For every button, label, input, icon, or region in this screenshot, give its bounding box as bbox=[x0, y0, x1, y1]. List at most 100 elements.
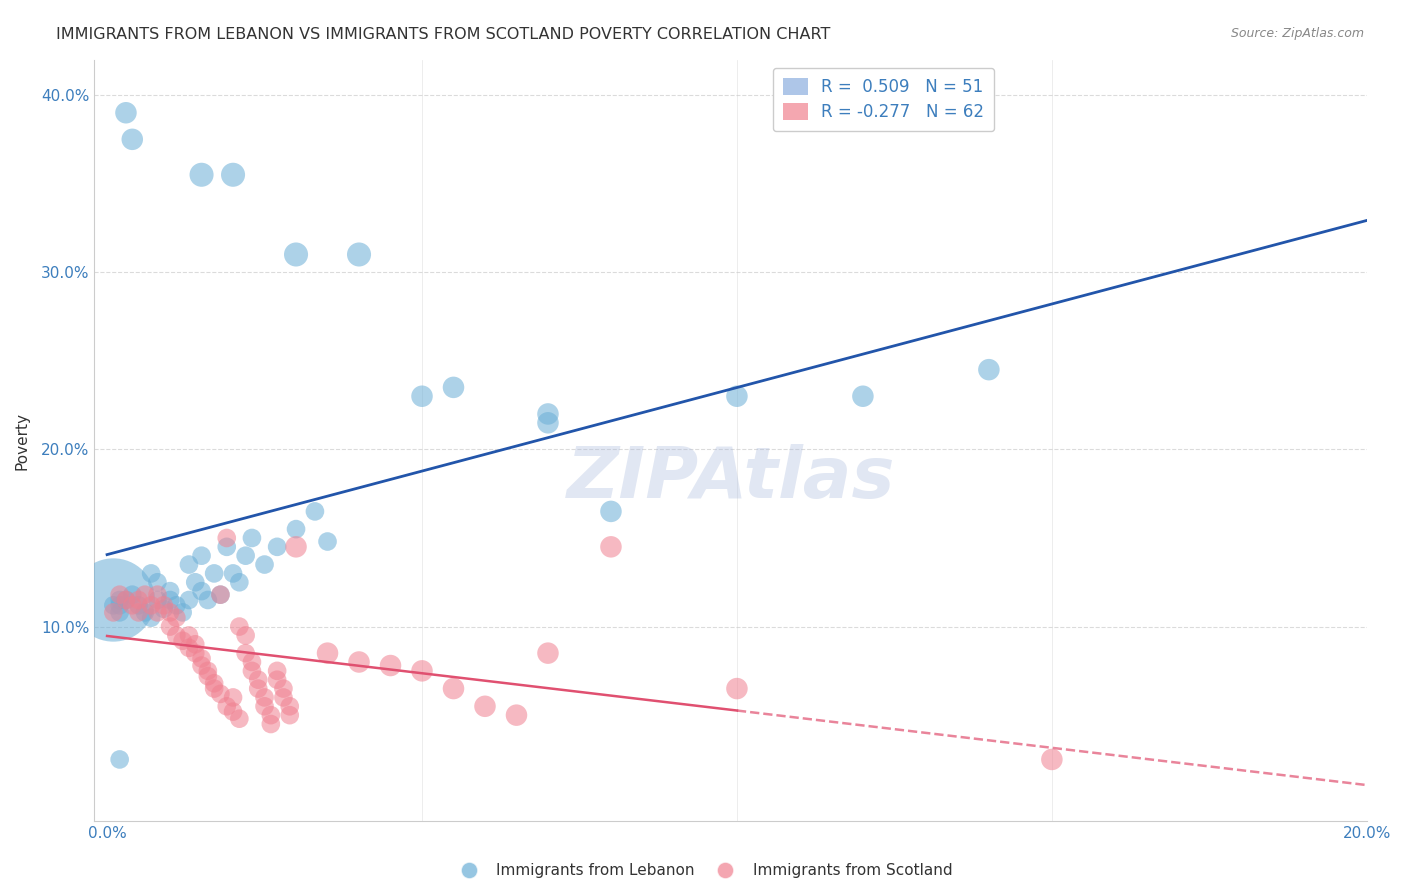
Point bbox=[159, 584, 181, 599]
Point bbox=[184, 575, 207, 590]
Point bbox=[108, 606, 131, 620]
Point bbox=[1040, 752, 1063, 766]
Point bbox=[108, 599, 131, 613]
Point bbox=[146, 575, 169, 590]
Point bbox=[235, 646, 257, 660]
Point bbox=[177, 558, 200, 572]
Point bbox=[253, 699, 276, 714]
Point bbox=[273, 690, 295, 705]
Text: ZIPAtlas: ZIPAtlas bbox=[567, 444, 894, 513]
Point bbox=[537, 416, 560, 430]
Point bbox=[159, 619, 181, 633]
Point bbox=[184, 637, 207, 651]
Point bbox=[128, 606, 150, 620]
Point bbox=[285, 247, 308, 261]
Point bbox=[266, 664, 288, 678]
Point bbox=[121, 599, 143, 613]
Point bbox=[260, 708, 283, 723]
Point bbox=[190, 549, 212, 563]
Point bbox=[222, 566, 245, 581]
Point bbox=[177, 593, 200, 607]
Point bbox=[443, 380, 465, 394]
Point bbox=[197, 664, 219, 678]
Point bbox=[159, 593, 181, 607]
Point bbox=[253, 558, 276, 572]
Point bbox=[128, 593, 150, 607]
Point bbox=[177, 628, 200, 642]
Point bbox=[380, 658, 402, 673]
Point bbox=[115, 593, 138, 607]
Point bbox=[222, 168, 245, 182]
Point bbox=[505, 708, 527, 723]
Point bbox=[190, 168, 212, 182]
Text: IMMIGRANTS FROM LEBANON VS IMMIGRANTS FROM SCOTLAND POVERTY CORRELATION CHART: IMMIGRANTS FROM LEBANON VS IMMIGRANTS FR… bbox=[56, 27, 831, 42]
Point bbox=[852, 389, 875, 403]
Point bbox=[278, 708, 301, 723]
Point bbox=[121, 588, 143, 602]
Point bbox=[316, 646, 339, 660]
Point bbox=[202, 681, 225, 696]
Point bbox=[285, 522, 308, 536]
Point bbox=[115, 105, 138, 120]
Point bbox=[108, 588, 131, 602]
Point bbox=[600, 504, 623, 518]
Point bbox=[103, 606, 125, 620]
Point bbox=[152, 599, 174, 613]
Point bbox=[184, 646, 207, 660]
Point bbox=[103, 599, 125, 613]
Point bbox=[247, 681, 270, 696]
Point bbox=[128, 599, 150, 613]
Point bbox=[247, 673, 270, 687]
Point bbox=[172, 633, 194, 648]
Point bbox=[159, 606, 181, 620]
Point bbox=[172, 606, 194, 620]
Point bbox=[165, 628, 187, 642]
Point bbox=[197, 593, 219, 607]
Point bbox=[725, 681, 748, 696]
Point bbox=[177, 640, 200, 655]
Point bbox=[273, 681, 295, 696]
Y-axis label: Poverty: Poverty bbox=[15, 411, 30, 469]
Point bbox=[240, 655, 263, 669]
Point bbox=[304, 504, 326, 518]
Point bbox=[146, 588, 169, 602]
Point bbox=[134, 588, 156, 602]
Point bbox=[141, 566, 163, 581]
Point bbox=[108, 593, 131, 607]
Point bbox=[165, 610, 187, 624]
Point bbox=[215, 531, 238, 545]
Point bbox=[240, 664, 263, 678]
Point bbox=[537, 407, 560, 421]
Point bbox=[222, 705, 245, 719]
Point bbox=[316, 534, 339, 549]
Point bbox=[411, 664, 433, 678]
Point bbox=[347, 247, 370, 261]
Point bbox=[190, 651, 212, 665]
Point bbox=[240, 531, 263, 545]
Point bbox=[209, 687, 232, 701]
Point bbox=[474, 699, 496, 714]
Point bbox=[165, 599, 187, 613]
Point bbox=[108, 752, 131, 766]
Point bbox=[202, 566, 225, 581]
Point bbox=[228, 712, 250, 726]
Point bbox=[115, 593, 138, 607]
Point bbox=[146, 606, 169, 620]
Text: Source: ZipAtlas.com: Source: ZipAtlas.com bbox=[1230, 27, 1364, 40]
Point bbox=[190, 584, 212, 599]
Point bbox=[411, 389, 433, 403]
Point bbox=[266, 673, 288, 687]
Point bbox=[134, 606, 156, 620]
Point bbox=[141, 599, 163, 613]
Point bbox=[215, 699, 238, 714]
Point bbox=[235, 549, 257, 563]
Point bbox=[725, 389, 748, 403]
Legend: R =  0.509   N = 51, R = -0.277   N = 62: R = 0.509 N = 51, R = -0.277 N = 62 bbox=[773, 68, 994, 131]
Point bbox=[228, 575, 250, 590]
Point bbox=[215, 540, 238, 554]
Point bbox=[600, 540, 623, 554]
Point bbox=[209, 588, 232, 602]
Point bbox=[190, 658, 212, 673]
Point bbox=[537, 646, 560, 660]
Point bbox=[152, 602, 174, 616]
